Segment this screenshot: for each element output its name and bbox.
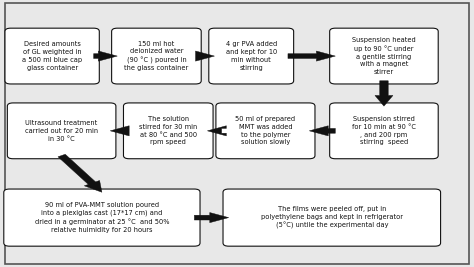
FancyBboxPatch shape [330, 28, 438, 84]
FancyBboxPatch shape [4, 189, 200, 246]
FancyBboxPatch shape [123, 103, 213, 159]
FancyBboxPatch shape [216, 103, 315, 159]
FancyBboxPatch shape [209, 28, 293, 84]
FancyBboxPatch shape [8, 103, 116, 159]
FancyBboxPatch shape [5, 3, 469, 264]
FancyBboxPatch shape [5, 28, 99, 84]
Polygon shape [309, 126, 336, 136]
Text: 4 gr PVA added
and kept for 10
min without
stirring: 4 gr PVA added and kept for 10 min witho… [226, 41, 277, 71]
Polygon shape [207, 126, 226, 136]
Text: 50 ml of prepared
MMT was added
to the polymer
solution slowly: 50 ml of prepared MMT was added to the p… [236, 116, 295, 146]
Text: Suspension heated
up to 90 °C under
a gentile stirring
with a magnet
stirrer: Suspension heated up to 90 °C under a ge… [352, 37, 416, 75]
FancyBboxPatch shape [330, 103, 438, 159]
Text: 150 ml hot
deionized water
(90 °C ) poured in
the glass container: 150 ml hot deionized water (90 °C ) pour… [124, 41, 189, 72]
Polygon shape [194, 213, 228, 223]
Polygon shape [288, 51, 336, 61]
Text: The solution
stirred for 30 min
at 80 °C and 500
rpm speed: The solution stirred for 30 min at 80 °C… [139, 116, 197, 146]
FancyBboxPatch shape [111, 28, 201, 84]
Text: 90 ml of PVA-MMT solution poured
into a plexiglas cast (17*17 cm) and
dried in a: 90 ml of PVA-MMT solution poured into a … [35, 202, 169, 233]
Polygon shape [94, 51, 117, 61]
Polygon shape [195, 51, 214, 61]
Polygon shape [375, 81, 393, 106]
Polygon shape [110, 126, 129, 136]
Text: The films were peeled off, put in
polyethylene bags and kept in refrigerator
(5°: The films were peeled off, put in polyet… [261, 206, 403, 229]
Text: Desired amounts
of GL weighted in
a 500 ml blue cap
glass container: Desired amounts of GL weighted in a 500 … [22, 41, 82, 71]
Polygon shape [58, 154, 102, 192]
Text: Suspension stirred
for 10 min at 90 °C
, and 200 rpm
stirring  speed: Suspension stirred for 10 min at 90 °C ,… [352, 116, 416, 146]
FancyBboxPatch shape [223, 189, 440, 246]
Text: Ultrasound treatment
carried out for 20 min
in 30 °C: Ultrasound treatment carried out for 20 … [25, 120, 98, 142]
